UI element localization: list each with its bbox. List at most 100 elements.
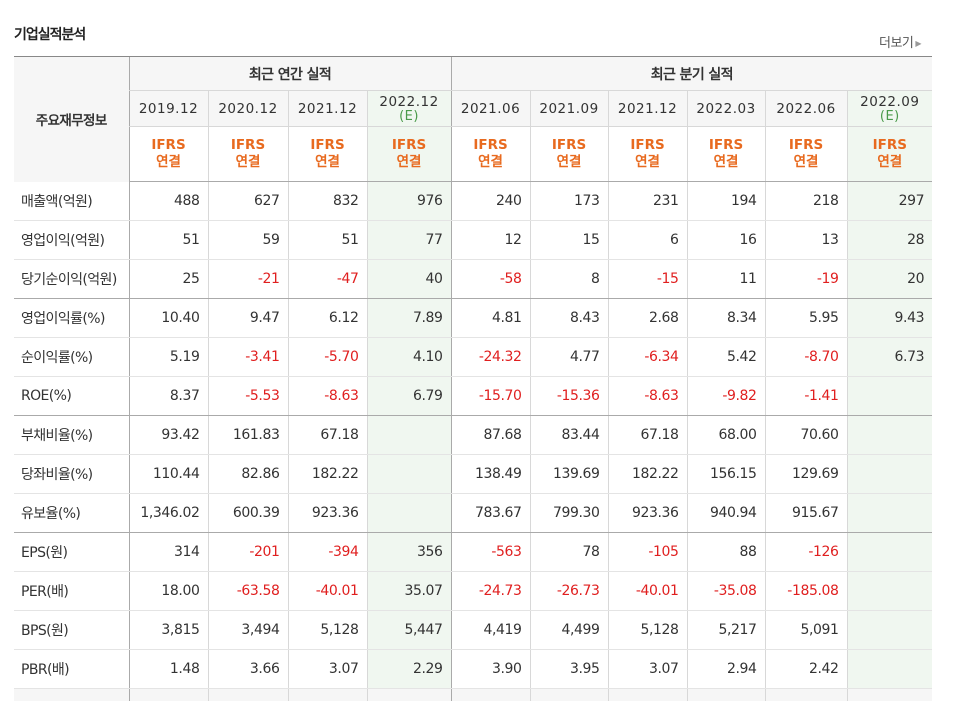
value-cell: 67.18 [608, 416, 687, 455]
value-cell: 4,499 [530, 611, 608, 650]
value-cell: 139.69 [530, 455, 608, 494]
value-cell: -21 [208, 260, 288, 299]
value-cell: -1.41 [765, 377, 847, 416]
value-cell: -105 [608, 533, 687, 572]
value-cell: -9.82 [687, 377, 765, 416]
value-cell: -8.63 [608, 377, 687, 416]
row-label: EPS(원) [14, 533, 129, 572]
value-cell: 627 [208, 182, 288, 221]
group-annual: 최근 연간 실적 [129, 57, 451, 91]
value-cell: 88 [687, 533, 765, 572]
value-cell: 68.00 [687, 416, 765, 455]
value-cell: 18.00 [129, 572, 208, 611]
footer-cell [367, 689, 451, 701]
value-cell: 799.30 [530, 494, 608, 533]
value-cell: -26.73 [530, 572, 608, 611]
value-cell: 5.95 [765, 299, 847, 338]
value-cell: 314 [129, 533, 208, 572]
value-cell: 5,217 [687, 611, 765, 650]
value-cell: -201 [208, 533, 288, 572]
value-cell: 3.07 [288, 650, 367, 689]
period-date: 2021.06 [451, 91, 530, 127]
value-cell: -6.34 [608, 338, 687, 377]
value-cell: 783.67 [451, 494, 530, 533]
value-cell: 4.81 [451, 299, 530, 338]
value-cell: -24.73 [451, 572, 530, 611]
footer-cell [530, 689, 608, 701]
value-cell: 5,091 [765, 611, 847, 650]
value-cell: 13 [765, 221, 847, 260]
value-cell: -40.01 [288, 572, 367, 611]
value-cell: -394 [288, 533, 367, 572]
value-cell: 10.40 [129, 299, 208, 338]
more-label: 더보기 [879, 36, 913, 51]
consolidation-label: 연결 [452, 154, 530, 171]
row-label: 영업이익률(%) [14, 299, 129, 338]
value-cell [847, 416, 932, 455]
estimate-label: (E) [848, 110, 933, 123]
value-cell: 2.68 [608, 299, 687, 338]
value-cell: 5.42 [687, 338, 765, 377]
value-cell: 6.12 [288, 299, 367, 338]
value-cell: -15.36 [530, 377, 608, 416]
value-cell [847, 377, 932, 416]
value-cell: 976 [367, 182, 451, 221]
value-cell: 28 [847, 221, 932, 260]
value-cell: 51 [288, 221, 367, 260]
row-label: BPS(원) [14, 611, 129, 650]
value-cell: 4.10 [367, 338, 451, 377]
footer-cell [451, 689, 530, 701]
value-cell: 82.86 [208, 455, 288, 494]
period-date: 2022.09(E) [847, 91, 932, 127]
period-date-label: 2021.06 [452, 101, 530, 117]
value-cell: 12 [451, 221, 530, 260]
period-date-label: 2022.06 [766, 101, 847, 117]
value-cell: 5,128 [288, 611, 367, 650]
value-cell: 83.44 [530, 416, 608, 455]
group-quarter: 최근 분기 실적 [451, 57, 932, 91]
value-cell: 110.44 [129, 455, 208, 494]
row-label: 당좌비율(%) [14, 455, 129, 494]
row-label: 유보율(%) [14, 494, 129, 533]
value-cell: -5.70 [288, 338, 367, 377]
value-cell: 173 [530, 182, 608, 221]
value-cell: 59 [208, 221, 288, 260]
row-label: ROE(%) [14, 377, 129, 416]
value-cell: 6.79 [367, 377, 451, 416]
period-date: 2021.09 [530, 91, 608, 127]
ifrs-label: IFRS [452, 137, 530, 154]
value-cell: 4.77 [530, 338, 608, 377]
value-cell: 15 [530, 221, 608, 260]
value-cell [367, 494, 451, 533]
period-date: 2021.12 [608, 91, 687, 127]
value-cell: -5.53 [208, 377, 288, 416]
value-cell: 5,128 [608, 611, 687, 650]
consolidation-label: 연결 [531, 154, 608, 171]
consolidation-label: 연결 [848, 154, 933, 171]
footer-cell [687, 689, 765, 701]
value-cell: -19 [765, 260, 847, 299]
row-label: 영업이익(억원) [14, 221, 129, 260]
value-cell: -3.41 [208, 338, 288, 377]
row-label: PER(배) [14, 572, 129, 611]
ifrs-label: IFRS [130, 137, 208, 154]
ifrs-label: IFRS [531, 137, 608, 154]
estimate-label: (E) [368, 110, 451, 123]
consolidation-label: 연결 [688, 154, 765, 171]
value-cell: 35.07 [367, 572, 451, 611]
row-label: 매출액(억원) [14, 182, 129, 221]
value-cell: 2.29 [367, 650, 451, 689]
value-cell: 3.95 [530, 650, 608, 689]
value-cell: 600.39 [208, 494, 288, 533]
more-link[interactable]: 더보기▶ [879, 32, 921, 51]
